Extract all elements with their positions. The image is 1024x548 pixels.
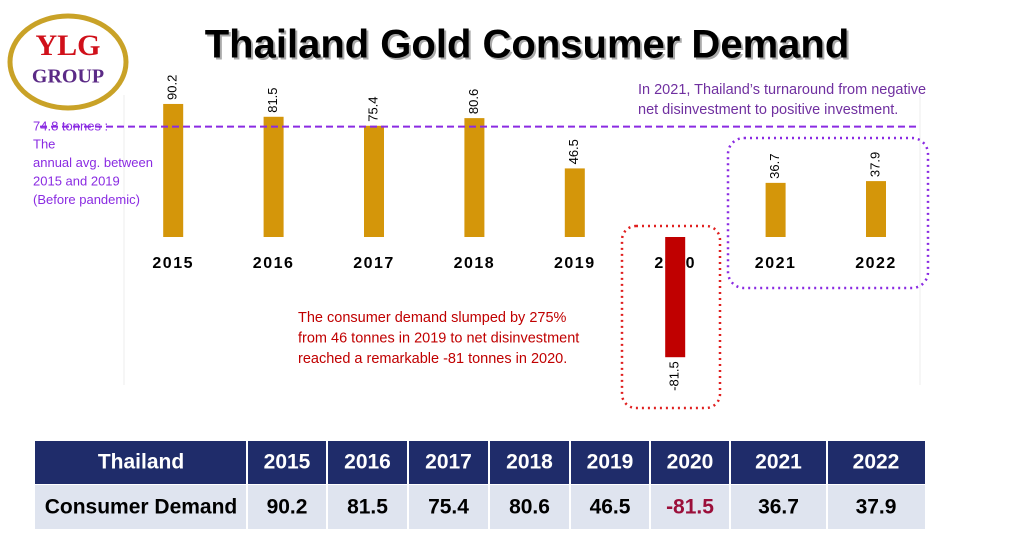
data-label: 81.5 [265, 87, 280, 112]
table-row [35, 485, 925, 529]
annotation: net disinvestment to positive investment… [638, 102, 898, 118]
table-cell: 90.2 [267, 496, 308, 519]
bar [564, 168, 585, 237]
data-label: 36.7 [767, 154, 782, 179]
chart-title: Thailand Gold Consumer Demand [205, 23, 850, 67]
title-shadow: Thailand Gold Consumer Demand [207, 25, 852, 69]
logo-top: YLG [35, 29, 100, 62]
data-label: 90.2 [165, 75, 180, 100]
x-tick-label: 2017 [353, 255, 395, 272]
logo-bottom: GROUP [32, 66, 104, 88]
table-cell: 2021 [755, 451, 802, 474]
bar [163, 103, 184, 237]
data-label: 37.9 [867, 152, 882, 177]
table-cell: 2020 [667, 451, 714, 474]
table-cell: 81.5 [347, 496, 388, 519]
reference-note: 2015 and 2019 [33, 173, 120, 188]
annotation: The consumer demand slumped by 275% [298, 310, 567, 326]
data-label: 75.4 [365, 96, 380, 121]
table-cell: 2016 [344, 451, 391, 474]
logo-ring [7, 13, 129, 111]
table-cell: 46.5 [590, 496, 631, 519]
table-cell: 2022 [853, 451, 900, 474]
data-label: 80.6 [466, 89, 481, 114]
x-tick-label: 2021 [755, 255, 797, 272]
table-cell: 80.6 [509, 496, 550, 519]
bar [665, 237, 686, 358]
data-label: -81.5 [667, 361, 682, 391]
table-cell: 75.4 [428, 496, 469, 519]
bar [364, 125, 384, 237]
table-cell: 2019 [587, 451, 634, 474]
reference-note: annual avg. between [33, 155, 153, 170]
bar [866, 181, 886, 237]
reference-note: The [33, 136, 55, 151]
reference-note: (Before pandemic) [33, 192, 140, 207]
table-cell: 2018 [506, 451, 553, 474]
table-cell: Consumer Demand [45, 496, 238, 519]
annotation: from 46 tonnes in 2019 to net disinvestm… [298, 330, 579, 346]
bar [464, 118, 485, 237]
reference-label: 74.8 tonnes : [33, 118, 108, 133]
table-header [35, 441, 925, 484]
table-cell: 2015 [264, 451, 311, 474]
bar [263, 116, 284, 237]
x-tick-label: 2016 [253, 255, 295, 272]
x-tick-label: 2019 [554, 255, 596, 272]
x-tick-label: 2022 [855, 255, 897, 272]
table-cell: -81.5 [666, 496, 714, 519]
annotation: In 2021, Thailand’s turnaround from nega… [638, 82, 926, 98]
x-tick-label: 2018 [454, 255, 496, 272]
data-label: 46.5 [566, 139, 581, 164]
highlight-box [726, 136, 930, 290]
x-tick-label: 2015 [152, 255, 194, 272]
bar [765, 182, 786, 237]
table-cell: 36.7 [758, 496, 799, 519]
table-cell: 2017 [425, 451, 472, 474]
highlight-box [620, 224, 722, 410]
table-cell: Thailand [98, 451, 184, 474]
annotation: reached a remarkable -81 tonnes in 2020. [298, 351, 567, 367]
table-cell: 37.9 [856, 496, 897, 519]
